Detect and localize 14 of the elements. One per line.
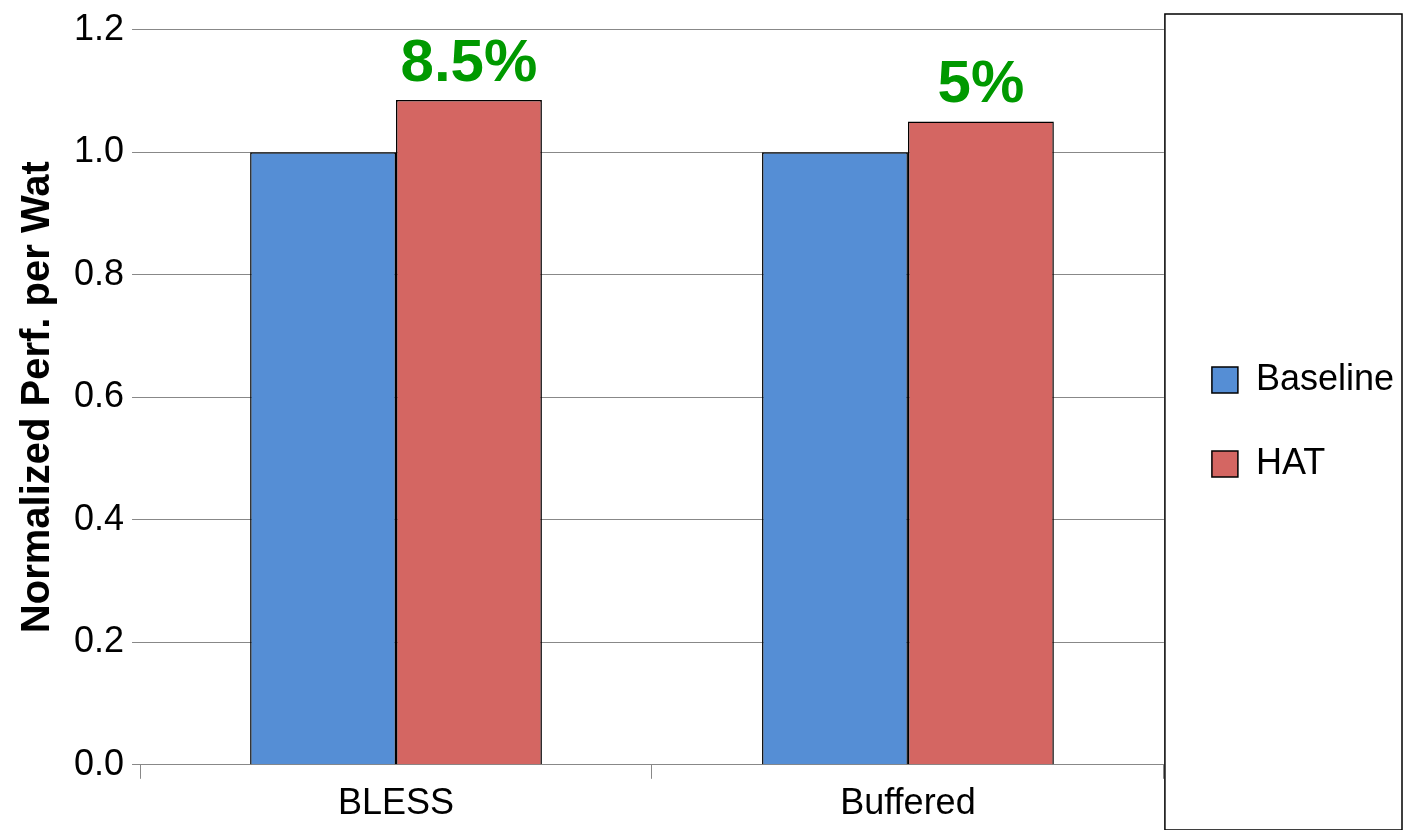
y-axis-title: Normalized Perf. per Wat [13,161,58,634]
y-tick-label: 0.6 [74,374,125,416]
y-tick-label: 0.4 [74,496,125,538]
annotation: 5% [937,48,1025,116]
legend-label: Baseline [1255,356,1394,398]
x-tick-label: BLESS [337,781,455,823]
y-tick-label: 0.2 [74,619,125,661]
x-tick-label: Buffered [840,781,976,823]
annotation: 8.5% [400,26,538,94]
y-tick-label: 1.0 [74,129,125,171]
legend-label: HAT [1255,440,1326,482]
y-tick-label: 1.2 [74,6,125,48]
y-tick-label: 0.0 [74,741,125,783]
y-tick-label: 0.8 [74,251,125,293]
